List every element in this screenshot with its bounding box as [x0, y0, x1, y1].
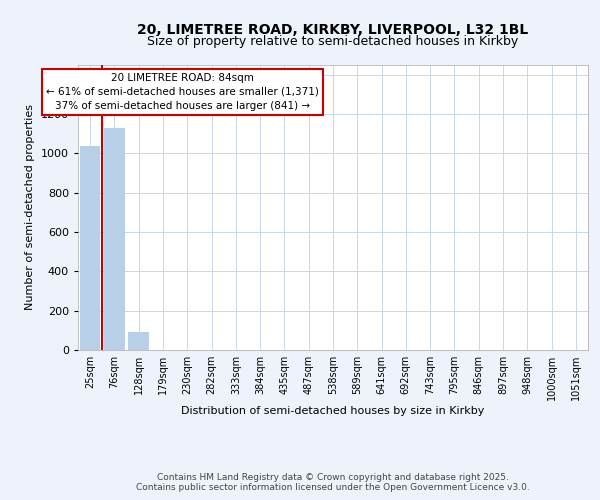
Bar [128, 332, 149, 350]
Y-axis label: Number of semi-detached properties: Number of semi-detached properties [25, 104, 35, 310]
Bar [104, 128, 125, 350]
Text: 20 LIMETREE ROAD: 84sqm
← 61% of semi-detached houses are smaller (1,371)
37% of: 20 LIMETREE ROAD: 84sqm ← 61% of semi-de… [46, 73, 319, 111]
X-axis label: Distribution of semi-detached houses by size in Kirkby: Distribution of semi-detached houses by … [181, 406, 485, 416]
Bar [80, 146, 100, 350]
Text: 20, LIMETREE ROAD, KIRKBY, LIVERPOOL, L32 1BL: 20, LIMETREE ROAD, KIRKBY, LIVERPOOL, L3… [137, 22, 529, 36]
Text: Contains HM Land Registry data © Crown copyright and database right 2025.
Contai: Contains HM Land Registry data © Crown c… [136, 473, 530, 492]
Text: Size of property relative to semi-detached houses in Kirkby: Size of property relative to semi-detach… [148, 35, 518, 48]
